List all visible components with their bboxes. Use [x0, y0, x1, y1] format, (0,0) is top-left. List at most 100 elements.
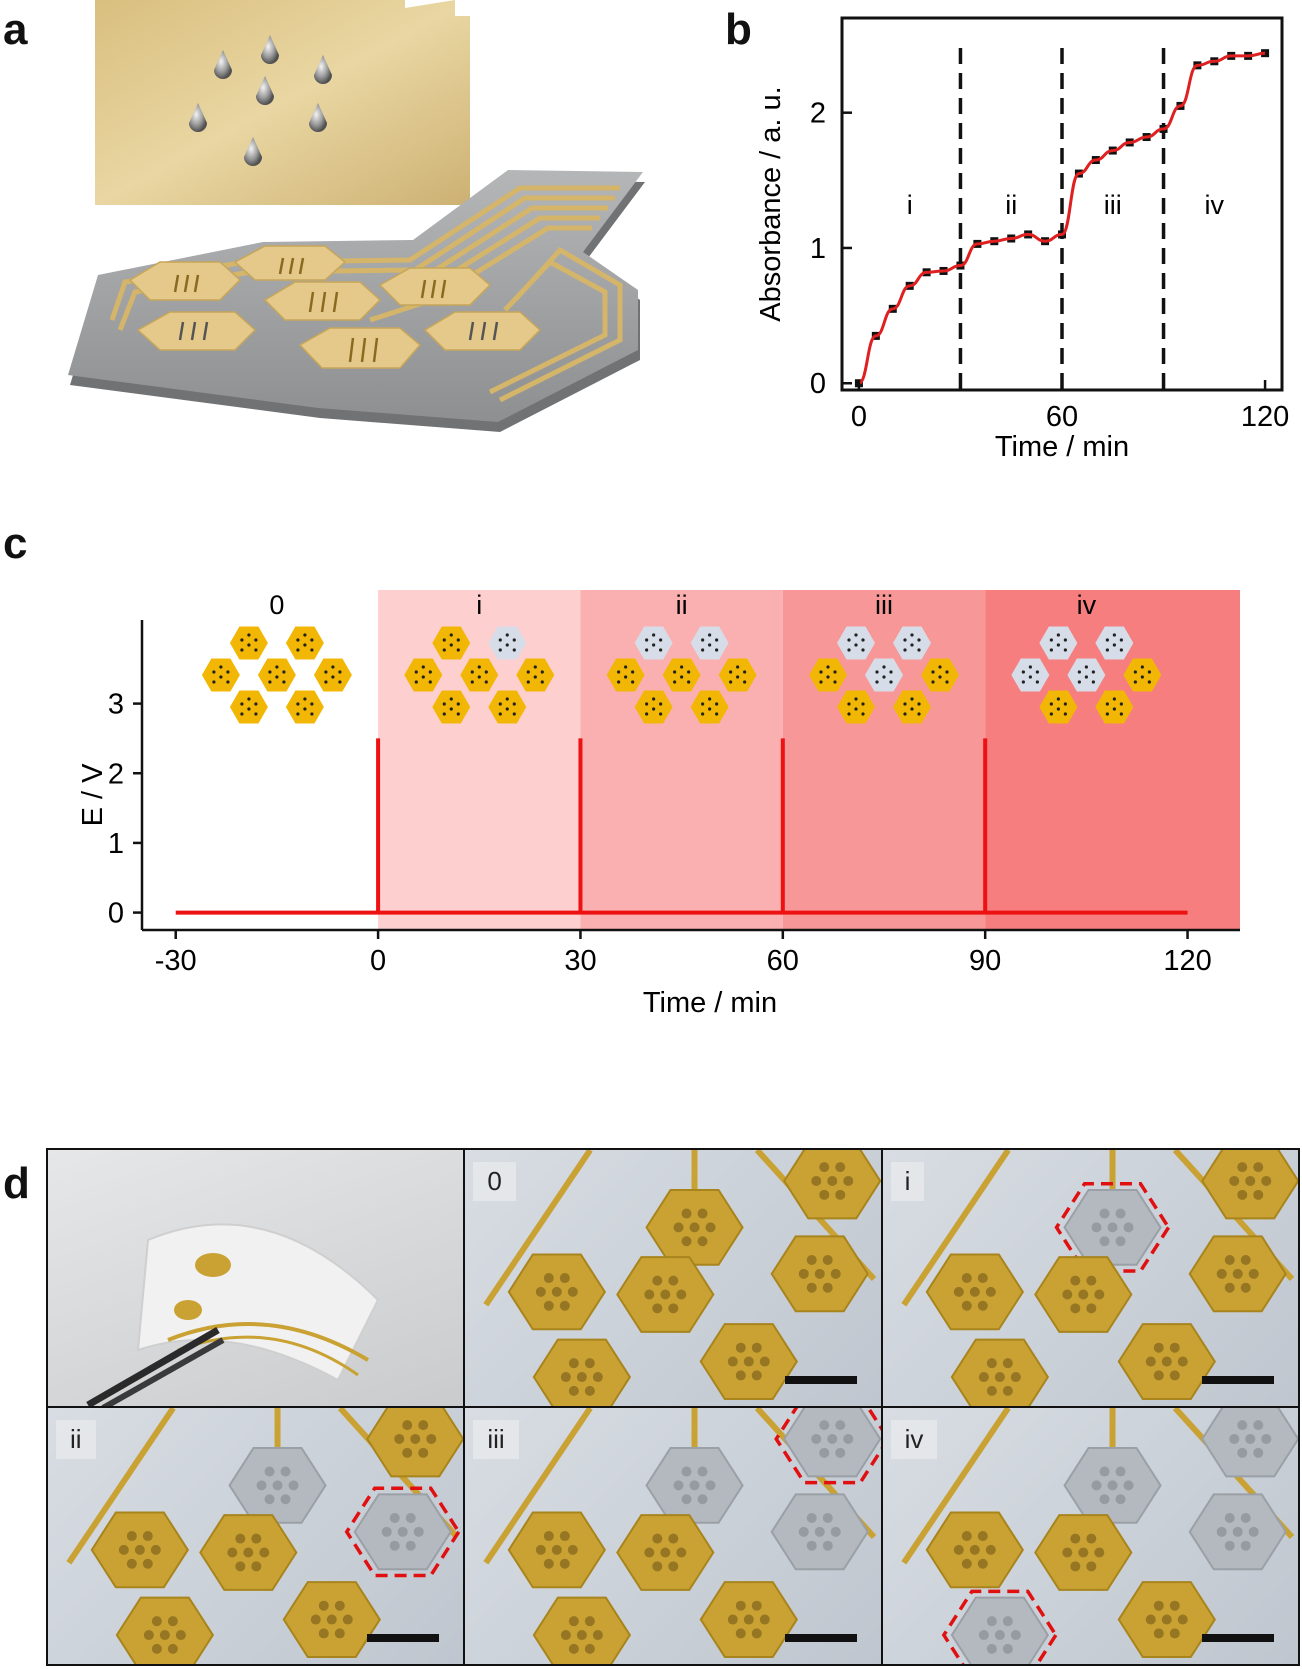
scale-bar [1201, 1376, 1274, 1384]
x-tick-label: 120 [1241, 401, 1289, 433]
y-axis-label: Absorbance / a. u. [755, 86, 787, 321]
y-tick-label: 1 [810, 233, 826, 265]
active-electrode [257, 658, 296, 692]
active-electrode [1039, 690, 1078, 724]
scale-bar [367, 1634, 440, 1642]
active-electrode [229, 690, 268, 724]
active-electrode [606, 658, 645, 692]
active-electrode [1095, 690, 1134, 724]
dissolved-electrode [488, 626, 527, 660]
dissolved-electrode [893, 626, 931, 660]
photo-grid: 0 i ii iii iv [46, 1148, 1300, 1666]
stage-label: iv [1205, 190, 1225, 220]
x-tick-label: 90 [969, 945, 1001, 977]
active-electrode [229, 626, 268, 660]
active-electrode [432, 626, 471, 660]
x-tick-label: 0 [370, 945, 386, 977]
y-tick-label: 0 [108, 898, 124, 930]
active-electrode [690, 690, 729, 724]
active-electrode [837, 690, 875, 724]
y-tick-label: 3 [108, 689, 124, 721]
dissolved-electrode [1039, 626, 1078, 660]
highlight-hexagon [941, 1589, 1058, 1664]
active-electrode [634, 690, 673, 724]
electrode-array-icon [1011, 626, 1162, 724]
device-substrate [68, 170, 645, 432]
needle-group [189, 35, 332, 166]
electrode-array-photo: i [880, 1148, 1300, 1408]
stage-band [782, 590, 986, 930]
active-electrode [488, 690, 527, 724]
active-electrode [718, 658, 757, 692]
zoom-inset [95, 0, 470, 205]
highlight-hexagon [344, 1486, 461, 1578]
stage-label: 0 [269, 590, 284, 620]
active-electrode [201, 658, 240, 692]
active-electrode [516, 658, 555, 692]
photo-stage-label: i [890, 1162, 925, 1201]
y-axis-label: E / V [77, 763, 109, 827]
dissolved-electrode [865, 658, 903, 692]
scale-bar [784, 1376, 857, 1384]
x-tick-label: 60 [1046, 401, 1078, 433]
highlight-hexagon [774, 1408, 881, 1485]
active-electrode [285, 626, 324, 660]
flexible-device-photo [46, 1148, 466, 1408]
stage-label: i [476, 590, 482, 620]
active-electrode [313, 658, 352, 692]
electrode-array-photo: iii [463, 1406, 883, 1666]
stage-label: iv [1077, 590, 1097, 620]
dissolved-electrode [634, 626, 673, 660]
active-electrode [404, 658, 443, 692]
active-electrode [432, 690, 471, 724]
electrode-array-photo: iv [880, 1406, 1300, 1666]
x-tick-label: 60 [767, 945, 799, 977]
active-electrode [285, 690, 324, 724]
panel-label-d: d [3, 1159, 30, 1208]
photo-stage-label: iii [473, 1420, 519, 1459]
active-electrode [460, 658, 499, 692]
dissolved-electrode [1011, 658, 1050, 692]
scale-bar [784, 1634, 857, 1642]
highlight-hexagon [1054, 1182, 1171, 1273]
active-electrode [662, 658, 701, 692]
stage-label: i [907, 190, 913, 220]
panel-label-a: a [3, 5, 28, 54]
y-tick-label: 2 [810, 98, 826, 130]
microneedle-device-illustration [68, 0, 645, 432]
dissolved-electrode [837, 626, 875, 660]
electrode-array-icon [606, 626, 757, 724]
dissolved-electrode [1067, 658, 1106, 692]
dissolved-electrode [1095, 626, 1134, 660]
fit-curve [858, 51, 1266, 385]
active-electrode [1123, 658, 1162, 692]
stage-label: iii [1104, 190, 1122, 220]
electrode-array-icon [809, 626, 959, 724]
panel-label-b: b [725, 5, 752, 54]
photo-stage-label: 0 [473, 1162, 516, 1201]
dissolved-electrode [690, 626, 729, 660]
stage-label: iii [875, 590, 893, 620]
absorbance-chart: 0 60 120 012 i ii iii iv Time / min Absorbanc… [755, 16, 1289, 463]
y-tick-label: 1 [108, 828, 124, 860]
x-axis-label: Time / min [643, 987, 777, 1019]
active-electrode [921, 658, 959, 692]
electrode-array-photo: 0 [463, 1148, 883, 1408]
scale-bar [1201, 1634, 1274, 1642]
y-tick-label: 0 [810, 368, 826, 400]
electrode-array-icon [404, 626, 555, 724]
x-tick-label: 30 [564, 945, 596, 977]
active-electrode [809, 658, 847, 692]
panel-label-c: c [3, 519, 28, 568]
x-axis-label: Time / min [995, 431, 1129, 463]
stage-label: ii [676, 590, 688, 620]
potential-trace [175, 738, 1188, 915]
photo-stage-label: iv [890, 1420, 938, 1459]
stage-band [378, 590, 581, 930]
x-tick-label: -30 [155, 945, 197, 977]
electrode-array-icon [201, 626, 352, 724]
stage-label: ii [1005, 190, 1017, 220]
y-tick-label: 2 [108, 758, 124, 790]
x-tick-label: 0 [851, 401, 867, 433]
x-tick-label: 120 [1163, 945, 1211, 977]
